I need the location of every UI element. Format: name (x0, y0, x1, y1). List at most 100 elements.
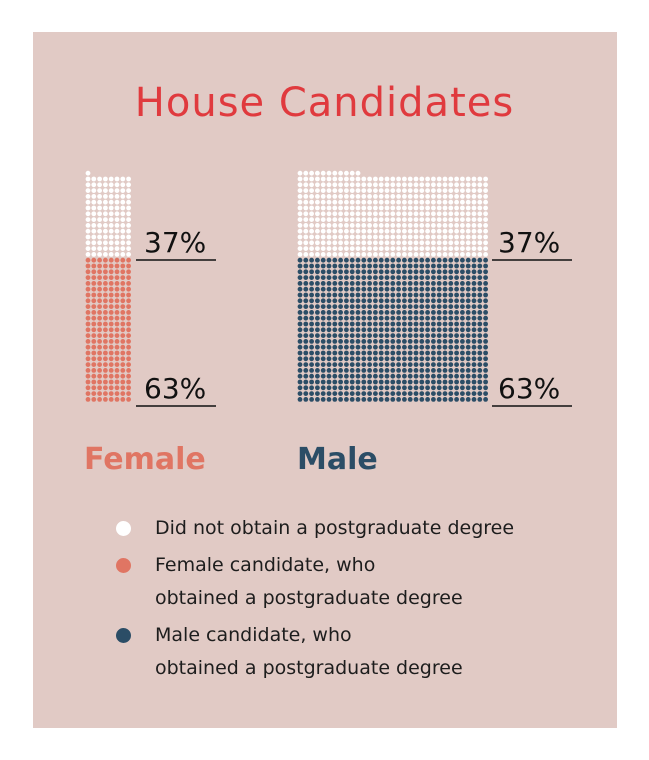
male-no-degree-dot-186 (419, 205, 425, 211)
female-no-degree-dot-14 (120, 182, 126, 188)
female-degree-dot-144 (85, 281, 91, 286)
male-no-degree-dot-412 (390, 246, 396, 252)
female-degree-dot-163 (103, 292, 108, 298)
female-no-degree-dot-37 (114, 199, 120, 205)
male-degree-dot-1221 (297, 391, 303, 396)
male-degree-dot-860 (309, 327, 314, 333)
male-no-degree-extra-dot-3 (315, 170, 320, 176)
male-no-degree-dot-73 (338, 188, 343, 194)
female-degree-dot-174 (120, 298, 126, 304)
male-degree-dot-895 (320, 333, 326, 338)
male-degree-dot-500 (326, 263, 332, 269)
male-no-degree-dot-456 (454, 252, 459, 257)
male-no-degree-dot-295 (477, 223, 483, 228)
male-no-degree-dot-324 (454, 228, 459, 234)
male-degree-dot-911 (413, 333, 419, 338)
male-no-degree-dot-315 (402, 228, 407, 234)
male-no-degree-dot-313 (390, 228, 396, 234)
male-degree-dot-1248 (454, 391, 459, 396)
male-degree-dot-823 (477, 315, 483, 321)
male-degree-dot-651 (436, 286, 442, 292)
male-degree-dot-1078 (425, 362, 430, 367)
male-degree-dot-947 (431, 339, 436, 344)
female-no-degree-dot-13 (114, 182, 120, 188)
male-no-degree-dot-366 (315, 240, 320, 246)
female-degree-dot-195 (103, 315, 108, 321)
male-degree-dot-621 (454, 281, 459, 286)
male-degree-dot-702 (349, 298, 355, 304)
male-degree-dot-1140 (402, 373, 407, 379)
male-no-degree-dot-413 (396, 246, 401, 252)
male-degree-dot-834 (349, 321, 355, 327)
male-no-degree-dot-99 (297, 194, 303, 199)
male-degree-dot-1183 (460, 379, 465, 385)
female-degree-dot-215 (126, 327, 131, 333)
female-degree-dot-149 (114, 281, 120, 286)
female-no-degree-dot-108 (108, 252, 114, 257)
male-degree-dot-589 (460, 275, 465, 280)
male-no-degree-dot-137 (326, 199, 332, 205)
male-degree-dot-620 (448, 281, 454, 286)
female-no-degree-dot-46 (120, 205, 126, 211)
male-degree-dot-996 (332, 350, 338, 356)
male-no-degree-dot-300 (315, 228, 320, 234)
male-degree-dot-803 (361, 315, 367, 321)
male-no-degree-dot-432 (315, 252, 320, 257)
male-degree-dot-1019 (465, 350, 471, 356)
male-no-degree-dot-91 (442, 188, 448, 194)
female-no-degree-dot-79 (126, 228, 131, 234)
female-degree-dot-114 (97, 257, 102, 263)
male-degree-percent: 63% (498, 372, 560, 405)
male-degree-dot-831 (332, 321, 338, 327)
male-no-degree-dot-55 (425, 182, 430, 188)
female-degree-dot-131 (103, 269, 108, 275)
male-degree-dot-528 (297, 269, 303, 275)
male-degree-dot-1032 (349, 356, 355, 362)
male-degree-dot-1284 (471, 397, 477, 402)
male-no-degree-dot-226 (460, 211, 465, 217)
male-degree-dot-991 (303, 350, 309, 356)
male-no-degree-dot-23 (431, 176, 436, 182)
male-degree-dot-843 (402, 321, 407, 327)
male-no-degree-dot-205 (338, 211, 343, 217)
female-degree-dot-126 (120, 263, 126, 269)
male-no-degree-dot-404 (344, 246, 349, 252)
male-degree-dot-967 (355, 344, 361, 350)
male-degree-dot-1263 (349, 397, 355, 402)
female-no-degree-dot-63 (126, 217, 131, 223)
male-degree-dot-549 (419, 269, 425, 275)
male-no-degree-dot-140 (344, 199, 349, 205)
male-degree-dot-579 (402, 275, 407, 280)
male-degree-dot-993 (315, 350, 320, 356)
male-degree-dot-1253 (483, 391, 488, 396)
male-no-degree-dot-150 (402, 199, 407, 205)
female-no-degree-dot-78 (120, 228, 126, 234)
male-degree-dot-581 (413, 275, 419, 280)
male-degree-dot-879 (419, 327, 425, 333)
male-degree-dot-732 (332, 304, 338, 309)
male-no-degree-dot-368 (326, 240, 332, 246)
female-degree-dot-292 (108, 385, 114, 391)
male-degree-dot-634 (338, 286, 343, 292)
male-no-degree-dot-237 (332, 217, 338, 223)
male-degree-dot-1016 (448, 350, 454, 356)
male-degree-dot-482 (413, 257, 419, 263)
male-degree-dot-1257 (315, 397, 320, 402)
male-no-degree-dot-30 (471, 176, 477, 182)
female-no-degree-dot-15 (126, 182, 131, 188)
female-degree-dot-147 (103, 281, 108, 286)
male-degree-dot-548 (413, 269, 419, 275)
male-degree-dot-954 (471, 339, 477, 344)
male-degree-dot-1103 (378, 368, 384, 373)
male-no-degree-dot-248 (396, 217, 401, 223)
male-degree-dot-1136 (378, 373, 384, 379)
male-no-degree-dot-297 (297, 228, 303, 234)
male-degree-dot-784 (442, 310, 448, 315)
female-waffle (85, 170, 131, 402)
female-degree-dot-298 (97, 391, 102, 396)
male-no-degree-dot-82 (390, 188, 396, 194)
male-no-degree-dot-414 (402, 246, 407, 252)
male-degree-dot-467 (326, 257, 332, 263)
male-no-degree-dot-216 (402, 211, 407, 217)
male-no-degree-dot-389 (448, 240, 454, 246)
